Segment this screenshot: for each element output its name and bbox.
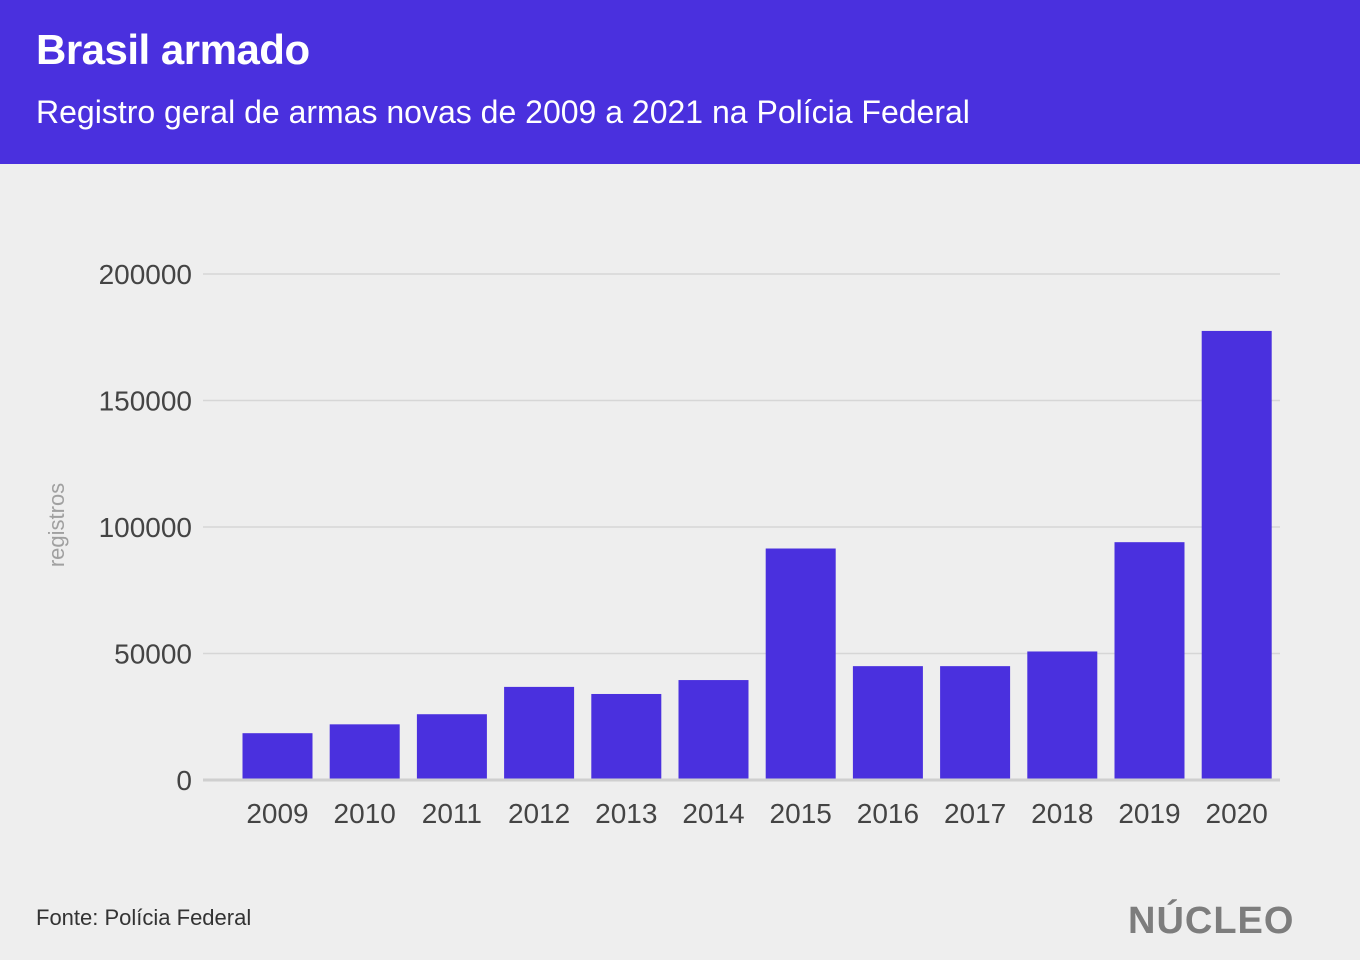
bar-2015 [765,548,836,780]
x-tick-label: 2015 [770,798,832,829]
x-tick-label: 2011 [422,798,482,829]
bar-2011 [416,714,487,780]
bar-2020 [1201,330,1272,780]
y-axis-title: registros [44,483,69,567]
bar-2014 [678,680,749,780]
y-axis-labels: 0 50000 100000 150000 200000 [99,259,192,796]
y-tick-label: 0 [176,765,192,796]
y-tick-label: 150000 [99,386,192,417]
y-tick-label: 100000 [99,512,192,543]
bar-2016 [852,666,923,780]
bar-2017 [940,666,1011,780]
grid-lines [203,273,1280,655]
x-tick-label: 2014 [682,798,744,829]
chart-subtitle: Registro geral de armas novas de 2009 a … [36,94,970,130]
bar-2018 [1027,651,1098,780]
nucleo-logo: NÚCLEO [1128,900,1295,942]
source-note: Fonte: Polícia Federal [36,905,252,930]
bar-2010 [329,724,400,780]
x-tick-label: 2018 [1031,798,1093,829]
x-tick-label: 2009 [246,798,308,829]
x-tick-label: 2013 [595,798,657,829]
chart-title: Brasil armado [36,26,310,73]
x-axis-labels: 2009 2010 2011 2012 2013 2014 2015 2016 2017 2018… [246,798,1267,829]
y-tick-label: 200000 [99,259,192,290]
bars [242,330,1272,780]
x-tick-label: 2012 [508,798,570,829]
y-tick-label: 50000 [114,639,192,670]
x-tick-label: 2019 [1118,798,1180,829]
bar-2012 [504,686,575,780]
bar-2019 [1114,542,1185,780]
x-tick-label: 2016 [857,798,919,829]
x-tick-label: 2020 [1206,798,1268,829]
bar-2009 [242,733,313,780]
bar-2013 [591,693,662,780]
x-tick-label: 2010 [334,798,396,829]
header: Brasil armado Registro geral de armas no… [0,0,1360,164]
x-tick-label: 2017 [944,798,1006,829]
